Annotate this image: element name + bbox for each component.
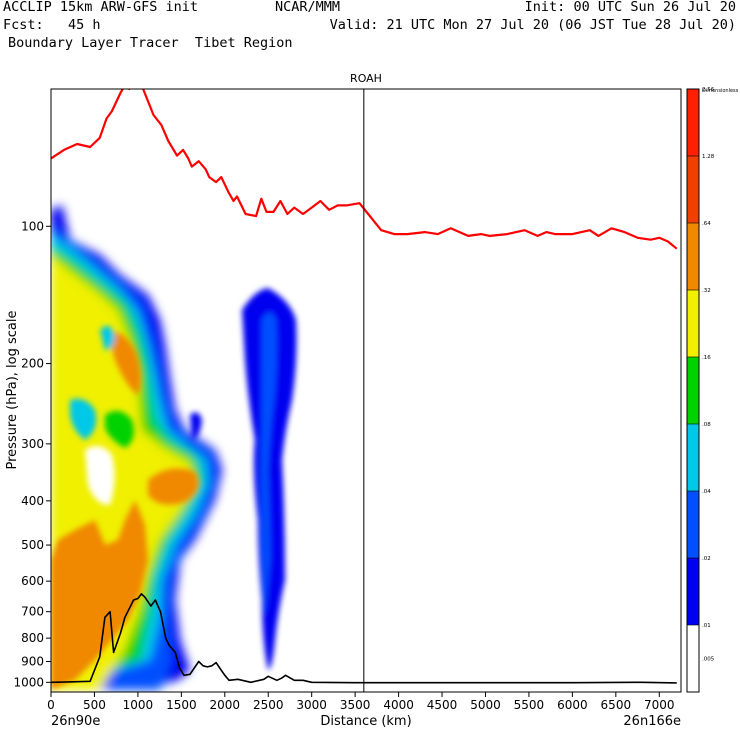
x-tick-label: 6000 <box>557 698 588 712</box>
x-tick-label: 2000 <box>210 698 241 712</box>
y-tick-label: 1000 <box>13 675 44 689</box>
x-tick-label: 2500 <box>253 698 284 712</box>
x-tick-label: 4000 <box>383 698 414 712</box>
x-tick-label: 4500 <box>427 698 458 712</box>
colorbar-label: .04 <box>702 489 711 495</box>
colorbar-title: Dimensionless <box>702 88 739 94</box>
x-tick-label: 1000 <box>123 698 154 712</box>
y-tick-label: 700 <box>21 605 44 619</box>
x-tick-label: 0 <box>47 698 55 712</box>
header-line1-left: ACCLIP 15km ARW-GFS init <box>3 0 199 15</box>
colorbar-swatch <box>687 424 699 491</box>
x-tick-label: 6500 <box>601 698 632 712</box>
header-line1-right: Init: 00 UTC Sun 26 Jul 20 <box>524 0 736 15</box>
colorbar-swatch <box>687 290 699 357</box>
header-line2-left: Fcst: 45 h <box>3 17 101 33</box>
y-tick-label: 200 <box>21 357 44 371</box>
terrain-line <box>51 593 677 684</box>
colorbar-swatch <box>687 223 699 290</box>
colorbar-label: .16 <box>702 355 711 361</box>
colorbar-label: 1.28 <box>702 154 715 160</box>
x-tick-label: 5000 <box>470 698 501 712</box>
tracer-contour-06 <box>51 500 148 690</box>
tropopause-line <box>51 89 678 250</box>
x-tick-label: 5500 <box>514 698 545 712</box>
y-tick-label: 400 <box>21 494 44 508</box>
x-end-label: 26n166e <box>623 714 681 729</box>
tracer-contour-09 <box>70 398 97 440</box>
colorbar-swatch <box>687 156 699 223</box>
tracer-contour-10 <box>85 446 115 505</box>
x-tick-label: 500 <box>83 698 106 712</box>
y-tick-label: 300 <box>21 437 44 451</box>
y-tick-label: 800 <box>21 631 44 645</box>
colorbar-label: 2.56 <box>702 87 715 93</box>
header-line3: Boundary Layer Tracer Tibet Region <box>8 35 293 51</box>
tracer-contour-12 <box>100 326 115 350</box>
colorbar-label: .005 <box>702 657 715 663</box>
tracer-contour-15 <box>190 412 202 440</box>
colorbar-swatch <box>687 89 699 156</box>
colorbar-label: .01 <box>702 623 711 629</box>
y-tick-label: 100 <box>21 219 44 233</box>
plot-frame <box>50 88 682 693</box>
x-axis-label: Distance (km) <box>320 714 411 729</box>
colorbar-label: .32 <box>702 288 711 294</box>
colorbar-swatch <box>687 357 699 424</box>
colorbar-swatch <box>687 625 699 692</box>
y-axis-label: Pressure (hPa), log scale <box>5 311 20 470</box>
colorbar-label: .02 <box>702 556 711 562</box>
x-tick-label: 1500 <box>166 698 197 712</box>
x-tick-label: 7000 <box>644 698 675 712</box>
colorbar-swatch <box>687 491 699 558</box>
tracer-field <box>51 205 297 690</box>
y-tick-label: 900 <box>21 654 44 668</box>
x-tick-label: 3000 <box>296 698 327 712</box>
y-tick-label: 500 <box>21 538 44 552</box>
header-line1-mid: NCAR/MMM <box>275 0 341 15</box>
tracer-contour-07 <box>148 468 199 505</box>
tracer-contour-11 <box>105 411 134 448</box>
tracer-contour-08 <box>108 332 141 395</box>
x-tick-label: 3500 <box>340 698 371 712</box>
tracer-contour-13 <box>242 288 297 670</box>
x-start-label: 26n90e <box>51 714 100 729</box>
header-line2-right: Valid: 21 UTC Mon 27 Jul 20 (06 JST Tue … <box>329 17 736 33</box>
y-tick-label: 600 <box>21 574 44 588</box>
chart-title: ROAH <box>350 72 382 85</box>
colorbar-swatch <box>687 558 699 625</box>
tracer-contour-14 <box>261 312 277 620</box>
colorbar-label: .08 <box>702 422 711 428</box>
colorbar-label: .64 <box>702 221 711 227</box>
